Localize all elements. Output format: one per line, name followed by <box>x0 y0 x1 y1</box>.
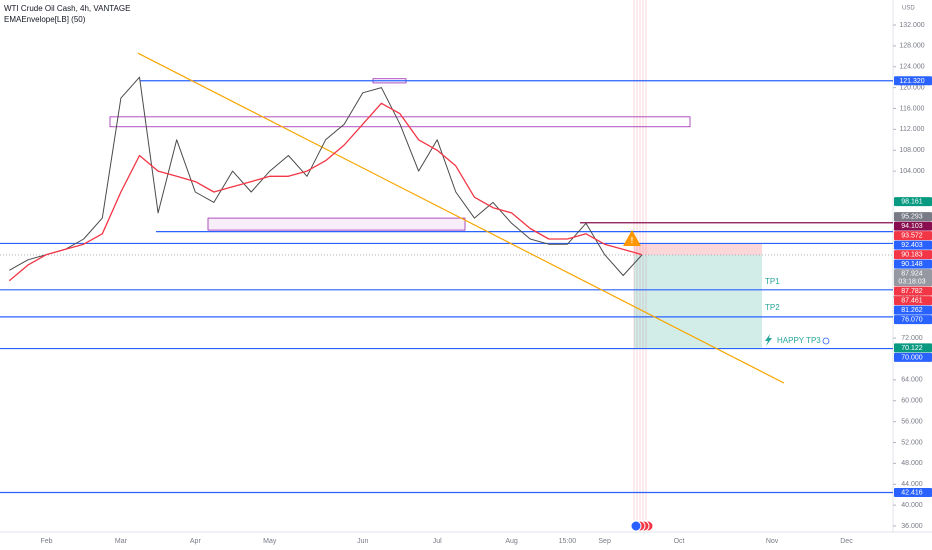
price-label: 87.461 <box>901 298 923 305</box>
lightning-icon <box>765 334 772 346</box>
price-label: 90.148 <box>901 261 923 268</box>
chart-title: WTI Crude Oil Cash, 4h, VANTAGE <box>4 4 130 13</box>
price-label-box <box>894 286 932 296</box>
y-tick-label: 36.000 <box>901 523 923 530</box>
warning-icon: ! <box>623 230 641 246</box>
price-line <box>9 76 643 276</box>
x-tick-label: Oct <box>674 538 685 545</box>
price-label: 70.000 <box>901 355 923 362</box>
y-tick-label: 52.000 <box>901 439 923 446</box>
x-tick-label: Jun <box>357 538 368 545</box>
price-label-box <box>894 296 932 306</box>
info-icon[interactable] <box>822 337 830 345</box>
price-label-box <box>894 305 932 315</box>
price-label-box <box>894 488 932 498</box>
y-tick-label: 60.000 <box>901 398 923 405</box>
event-icons[interactable] <box>630 520 654 532</box>
price-label-box <box>894 269 932 287</box>
price-label-box <box>894 231 932 241</box>
trendline <box>137 52 785 384</box>
price-label-box <box>894 250 932 260</box>
price-label-box <box>894 240 932 250</box>
price-label: 76.070 <box>901 317 923 324</box>
y-tick-label: 132.000 <box>899 22 924 29</box>
x-tick-label: Feb <box>40 538 52 545</box>
stop-zone <box>634 243 762 256</box>
x-tick-label: 15:00 <box>559 538 577 545</box>
target-zone <box>634 255 762 348</box>
y-tick-label: 72.000 <box>901 335 923 342</box>
ema-line <box>8 102 642 282</box>
price-label: 94.103 <box>901 223 923 230</box>
x-tick-label: Nov <box>766 538 779 545</box>
y-tick-label: 112.000 <box>900 126 925 133</box>
y-tick-label: 120.000 <box>899 84 924 91</box>
price-label-box <box>894 343 932 353</box>
price-label-box <box>894 259 932 269</box>
y-tick-label: 56.000 <box>901 418 923 425</box>
warning-mark: ! <box>631 236 634 245</box>
x-tick-label: May <box>263 538 277 545</box>
price-label-box <box>894 315 932 325</box>
tp2-label: TP2 <box>765 303 780 312</box>
x-tick-label: Mar <box>115 538 128 545</box>
price-label: 92.403 <box>901 242 923 249</box>
y-tick-label: 40.000 <box>901 502 923 509</box>
price-label: 42.416 <box>901 490 923 497</box>
zone <box>207 217 466 231</box>
price-label: 93.572 <box>901 233 923 240</box>
currency-label: USD <box>902 6 915 12</box>
y-tick-label: 124.000 <box>899 64 924 71</box>
price-label-box <box>894 212 932 222</box>
price-label: 81.262 <box>901 307 923 314</box>
y-tick-label: 116.000 <box>900 105 925 112</box>
x-tick-label: Sep <box>598 538 611 545</box>
y-tick-label: 44.000 <box>901 481 923 488</box>
y-tick-label: 128.000 <box>899 43 924 50</box>
price-label: 90.183 <box>901 252 923 259</box>
price-label: 121.320 <box>899 78 924 85</box>
tp1-label: TP1 <box>765 277 780 286</box>
x-tick-label: Jul <box>433 538 442 545</box>
x-tick-label: Apr <box>190 538 202 545</box>
price-label-box <box>894 352 932 362</box>
x-tick-label: Dec <box>840 538 853 545</box>
price-label: 87.782 <box>901 288 923 295</box>
event-icon[interactable] <box>630 520 642 532</box>
warning-triangle <box>623 230 641 246</box>
tp3-label: HAPPY TP3 <box>777 336 821 345</box>
price-label: 95.293 <box>901 214 923 221</box>
zone <box>109 116 691 128</box>
price-label: 87.924 <box>901 271 923 278</box>
price-label-box <box>894 76 932 86</box>
price-label: 70.122 <box>901 345 923 352</box>
countdown-label: 03:18:03 <box>898 279 925 286</box>
y-tick-label: 64.000 <box>901 377 923 384</box>
y-tick-label: 48.000 <box>901 460 923 467</box>
y-tick-label: 108.000 <box>899 147 924 154</box>
x-tick-label: Aug <box>505 538 518 545</box>
price-label: 98.161 <box>901 199 923 206</box>
plot-area <box>0 0 893 520</box>
y-tick-label: 104.000 <box>899 168 924 175</box>
price-label-box <box>894 197 932 207</box>
price-label-box <box>894 221 932 231</box>
indicator-label: EMAEnvelope[LB] (50) <box>4 15 86 24</box>
